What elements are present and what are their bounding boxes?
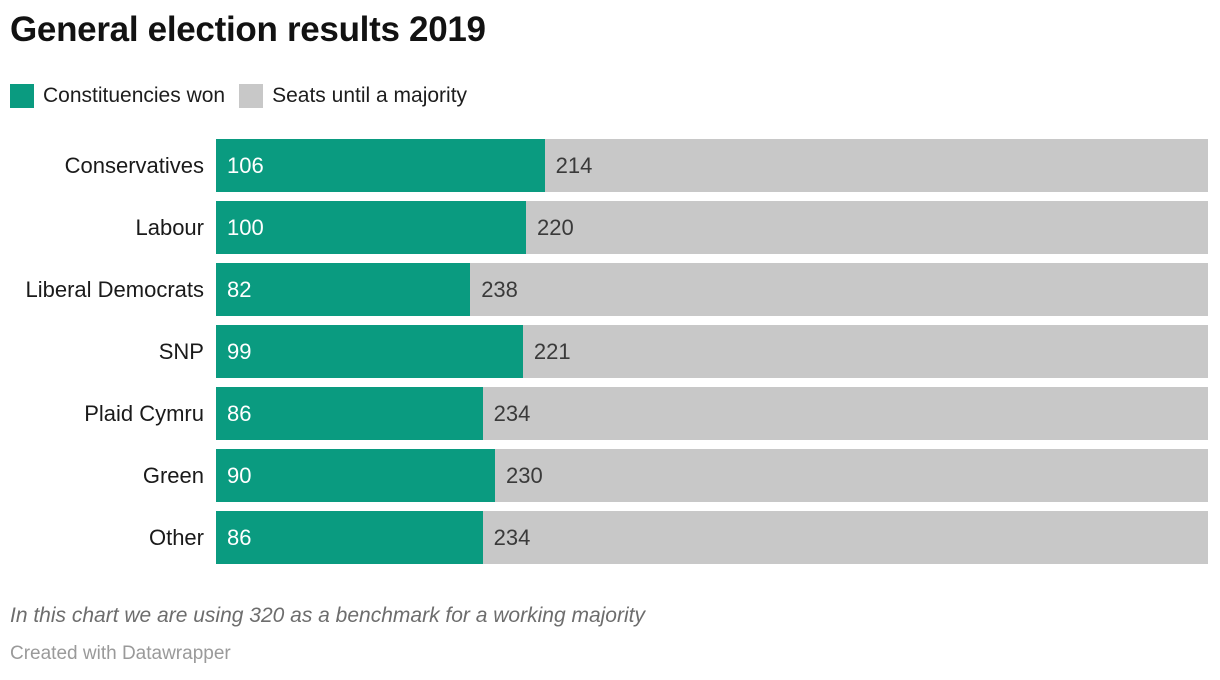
bar-segment-seats-until-majority: 214	[544, 139, 1208, 192]
value-label-seats-until-majority: 234	[493, 400, 531, 426]
bar-segment-seats-until-majority: 238	[470, 263, 1208, 316]
bar-chart: Conservatives 106 214 Labour 100 220	[0, 139, 1208, 573]
bar-segment-constituencies-won: 99	[216, 325, 523, 378]
value-label-seats-until-majority: 230	[506, 462, 543, 488]
value-label-constituencies-won: 82	[227, 276, 252, 302]
chart-row: Labour 100 220	[0, 201, 1208, 254]
value-label-seats-until-majority: 221	[533, 338, 571, 364]
category-label: Conservatives	[64, 152, 204, 178]
chart-title: General election results 2019	[10, 10, 486, 49]
footnote: In this chart we are using 320 as a benc…	[10, 604, 645, 627]
bar-segment-constituencies-won: 86	[216, 387, 483, 440]
value-label-seats-until-majority: 220	[537, 214, 574, 240]
bar-segment-seats-until-majority: 234	[482, 511, 1208, 564]
category-label: Other	[148, 524, 204, 550]
value-label-constituencies-won: 100	[227, 214, 264, 240]
value-label-constituencies-won: 106	[227, 152, 264, 178]
value-label-constituencies-won: 86	[227, 524, 252, 550]
stacked-bar: 86 234	[216, 511, 1208, 564]
category-label: Green	[142, 462, 204, 488]
category-label: SNP	[158, 338, 204, 364]
stacked-bar: 99 221	[216, 325, 1208, 378]
legend: Constituencies won Seats until a majorit…	[10, 84, 467, 108]
bar-segment-constituencies-won: 86	[216, 511, 483, 564]
value-label-constituencies-won: 99	[227, 338, 252, 364]
chart-row: Green 90 230	[0, 449, 1208, 502]
bar-segment-constituencies-won: 90	[216, 449, 495, 502]
chart-row: Conservatives 106 214	[0, 139, 1208, 192]
chart-row: Plaid Cymru 86 234	[0, 387, 1208, 440]
bar-segment-seats-until-majority: 230	[495, 449, 1208, 502]
value-label-seats-until-majority: 234	[493, 524, 531, 550]
value-label-seats-until-majority: 238	[481, 276, 518, 302]
stacked-bar: 82 238	[216, 263, 1208, 316]
bar-segment-seats-until-majority: 221	[522, 325, 1208, 378]
legend-swatch-seats-until-majority-icon	[239, 84, 264, 108]
legend-label-seats-until-majority: Seats until a majority	[272, 84, 468, 107]
value-label-seats-until-majority: 214	[555, 152, 593, 178]
legend-label-constituencies-won: Constituencies won	[43, 84, 226, 107]
bar-segment-constituencies-won: 106	[216, 139, 545, 192]
category-label: Liberal Democrats	[25, 276, 204, 302]
stacked-bar: 106 214	[216, 139, 1208, 192]
legend-swatch-constituencies-won-icon	[10, 84, 34, 108]
chart-row: Liberal Democrats 82 238	[0, 263, 1208, 316]
bar-segment-seats-until-majority: 220	[526, 201, 1208, 254]
category-label: Plaid Cymru	[84, 400, 204, 426]
chart-row: SNP 99 221	[0, 325, 1208, 378]
value-label-constituencies-won: 90	[227, 462, 252, 488]
stacked-bar: 86 234	[216, 387, 1208, 440]
chart-row: Other 86 234	[0, 511, 1208, 564]
datawrapper-attribution-link[interactable]: Created with Datawrapper	[10, 643, 231, 664]
stacked-bar: 90 230	[216, 449, 1208, 502]
legend-item-constituencies-won: Constituencies won	[10, 84, 225, 108]
legend-item-seats-until-majority: Seats until a majority	[239, 84, 467, 108]
bar-segment-constituencies-won: 82	[216, 263, 471, 316]
value-label-constituencies-won: 86	[227, 400, 252, 426]
bar-segment-seats-until-majority: 234	[482, 387, 1208, 440]
bar-segment-constituencies-won: 100	[216, 201, 526, 254]
stacked-bar: 100 220	[216, 201, 1208, 254]
category-label: Labour	[135, 214, 204, 240]
